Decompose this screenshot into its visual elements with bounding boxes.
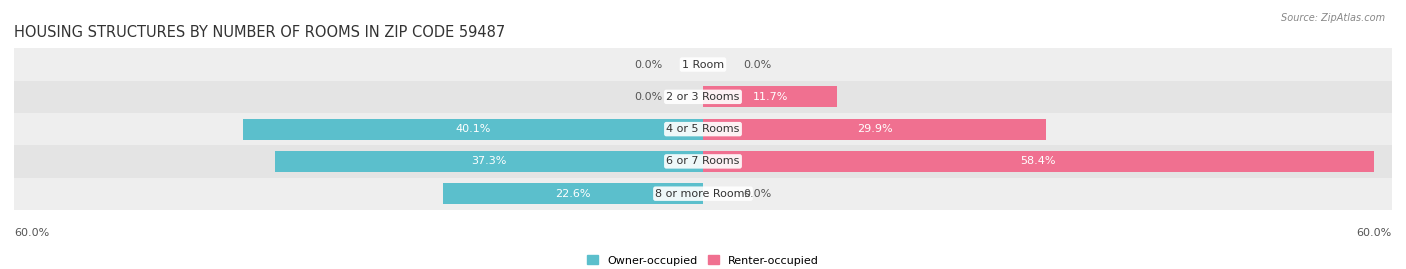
Text: 0.0%: 0.0% xyxy=(744,59,772,70)
Bar xyxy=(14,48,1392,81)
Text: 4 or 5 Rooms: 4 or 5 Rooms xyxy=(666,124,740,134)
Text: 0.0%: 0.0% xyxy=(744,189,772,199)
Text: 1 Room: 1 Room xyxy=(682,59,724,70)
Text: 11.7%: 11.7% xyxy=(752,92,787,102)
Text: 58.4%: 58.4% xyxy=(1021,156,1056,167)
Bar xyxy=(703,86,838,107)
Legend: Owner-occupied, Renter-occupied: Owner-occupied, Renter-occupied xyxy=(586,256,820,266)
Text: 37.3%: 37.3% xyxy=(471,156,506,167)
Bar xyxy=(274,151,703,172)
Bar xyxy=(14,145,1392,178)
Bar xyxy=(703,119,1046,140)
Text: 0.0%: 0.0% xyxy=(634,59,662,70)
Text: 0.0%: 0.0% xyxy=(634,92,662,102)
Text: Source: ZipAtlas.com: Source: ZipAtlas.com xyxy=(1281,13,1385,23)
Text: 22.6%: 22.6% xyxy=(555,189,591,199)
Text: 6 or 7 Rooms: 6 or 7 Rooms xyxy=(666,156,740,167)
Bar xyxy=(14,81,1392,113)
Text: 60.0%: 60.0% xyxy=(1357,228,1392,238)
Text: 60.0%: 60.0% xyxy=(14,228,49,238)
Text: 8 or more Rooms: 8 or more Rooms xyxy=(655,189,751,199)
Bar xyxy=(14,178,1392,210)
Text: 2 or 3 Rooms: 2 or 3 Rooms xyxy=(666,92,740,102)
Bar xyxy=(243,119,703,140)
Text: 29.9%: 29.9% xyxy=(856,124,893,134)
Text: 40.1%: 40.1% xyxy=(456,124,491,134)
Bar xyxy=(703,151,1374,172)
Text: HOUSING STRUCTURES BY NUMBER OF ROOMS IN ZIP CODE 59487: HOUSING STRUCTURES BY NUMBER OF ROOMS IN… xyxy=(14,25,505,40)
Bar xyxy=(14,113,1392,145)
Bar xyxy=(443,183,703,204)
